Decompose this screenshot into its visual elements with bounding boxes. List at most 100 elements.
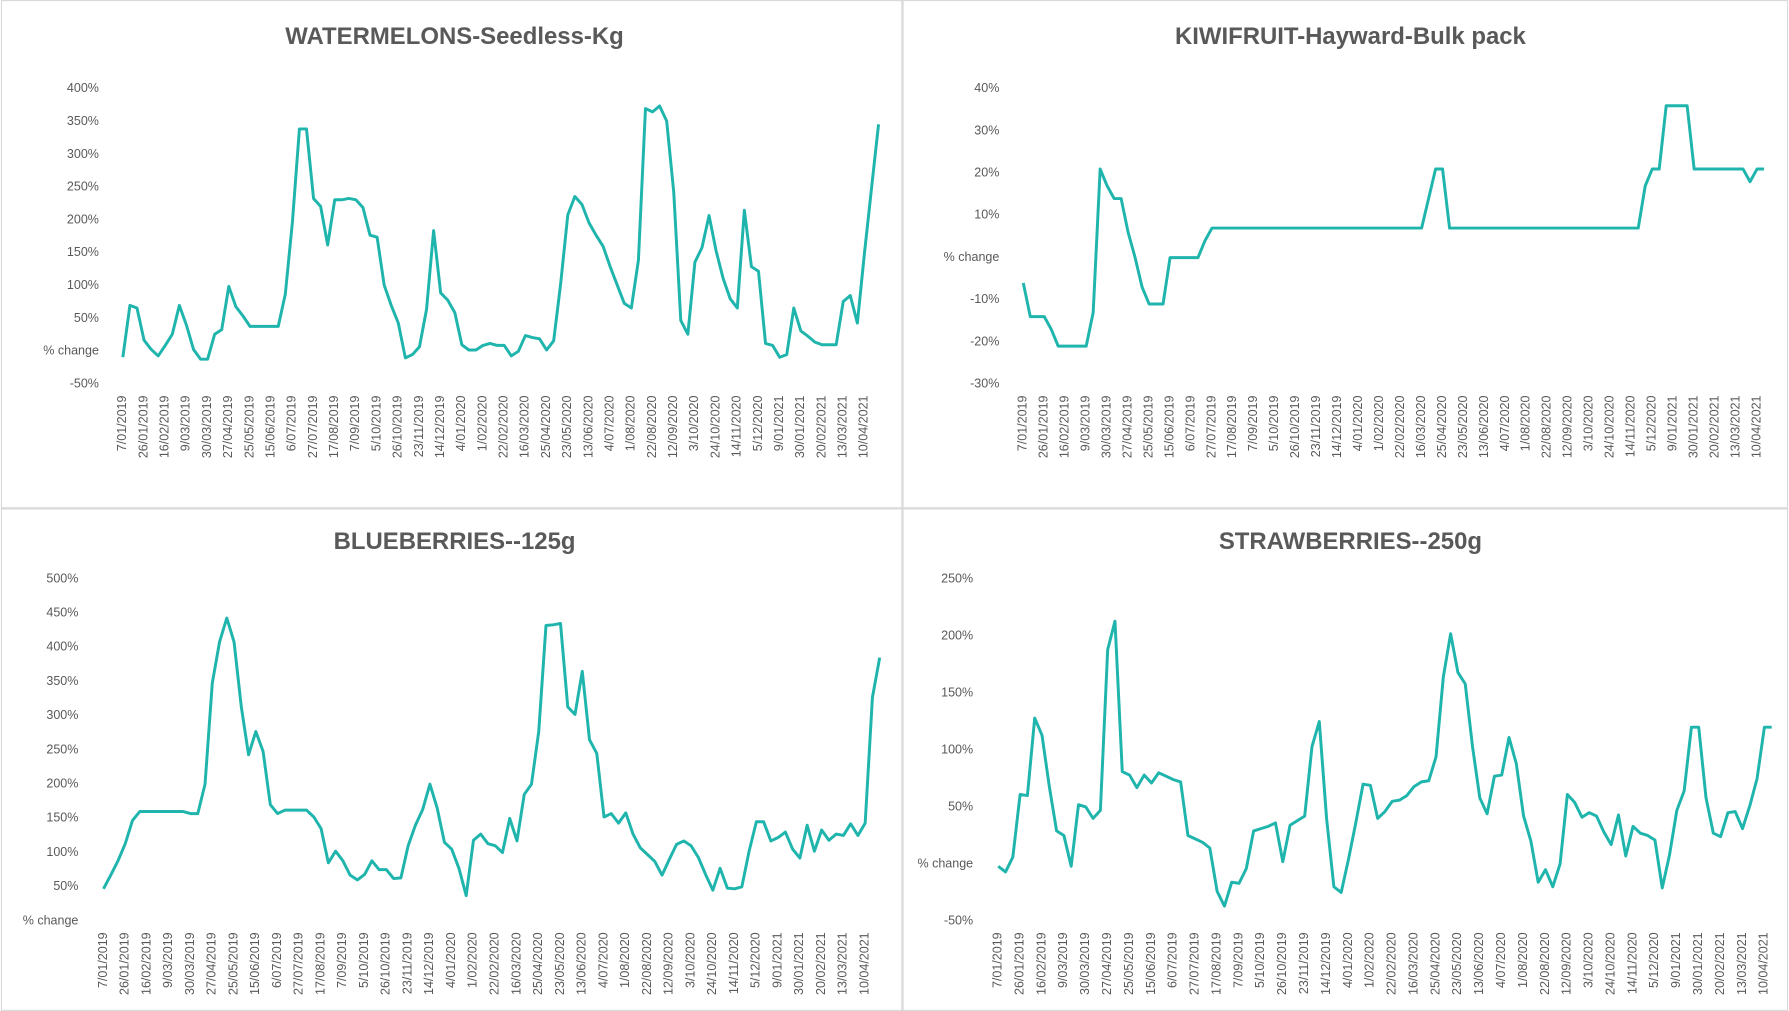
x-tick-label: 5/10/2019	[357, 932, 371, 988]
x-tick-label: 23/05/2020	[1456, 395, 1470, 458]
y-tick-label: -30%	[970, 376, 999, 390]
x-tick-label: 25/05/2019	[1141, 395, 1155, 458]
x-tick-label: 20/02/2021	[814, 932, 828, 995]
y-tick-label: % change	[23, 913, 79, 927]
x-tick-label: 9/01/2021	[770, 932, 784, 988]
x-tick-label: 4/07/2020	[1498, 395, 1512, 451]
x-tick-label: 20/02/2021	[814, 395, 828, 458]
x-tick-label: 1/02/2020	[1363, 932, 1377, 988]
y-tick-label: 100%	[941, 742, 973, 756]
x-tick-label: 5/12/2020	[751, 395, 765, 451]
x-tick-label: 6/07/2019	[285, 395, 299, 451]
x-tick-label: 7/09/2019	[1246, 395, 1260, 451]
x-tick-label: 7/01/2019	[96, 932, 110, 988]
x-tick-label: 25/05/2019	[242, 395, 256, 458]
x-tick-label: 26/01/2019	[136, 395, 150, 458]
x-tick-label: 22/08/2020	[1538, 932, 1552, 995]
x-tick-label: 12/09/2020	[1560, 932, 1574, 995]
x-tick-label: 4/01/2020	[1341, 932, 1355, 988]
x-tick-label: 5/12/2020	[1647, 932, 1661, 988]
x-tick-label: 4/07/2020	[1494, 932, 1508, 988]
y-tick-label: -10%	[970, 292, 999, 306]
x-tick-label: 13/03/2021	[1735, 932, 1749, 995]
x-tick-label: 25/04/2020	[531, 932, 545, 995]
x-tick-label: 22/08/2020	[645, 395, 659, 458]
x-tick-label: 22/08/2020	[1540, 395, 1554, 458]
x-tick-label: 22/02/2020	[488, 932, 502, 995]
y-tick-label: 100%	[46, 845, 78, 859]
x-tick-label: 14/11/2020	[1625, 932, 1639, 994]
x-tick-label: 23/11/2019	[1309, 395, 1323, 457]
x-tick-label: 17/08/2019	[327, 395, 341, 458]
chart-title: WATERMELONS-Seedless-Kg	[285, 23, 624, 50]
y-tick-label: 40%	[974, 81, 999, 95]
y-tick-label: 150%	[67, 245, 99, 259]
y-tick-label: 250%	[941, 571, 973, 585]
x-tick-label: 30/01/2021	[792, 932, 806, 995]
x-tick-label: 25/04/2020	[1428, 932, 1442, 995]
x-tick-label: 10/04/2021	[1749, 395, 1763, 458]
x-tick-label: 25/05/2019	[226, 932, 240, 995]
x-tick-label: 30/03/2019	[183, 932, 197, 995]
y-tick-label: % change	[43, 344, 99, 358]
x-tick-label: 6/07/2019	[1166, 932, 1180, 988]
x-tick-label: 14/12/2019	[422, 932, 436, 995]
y-tick-label: 300%	[46, 708, 78, 722]
x-tick-label: 1/08/2020	[624, 395, 638, 451]
x-tick-label: 6/07/2019	[1183, 395, 1197, 451]
x-tick-label: 27/07/2019	[1204, 395, 1218, 458]
x-tick-label: 3/10/2020	[1582, 395, 1596, 451]
x-tick-label: 7/09/2019	[335, 932, 349, 988]
x-tick-label: 30/01/2021	[793, 395, 807, 458]
x-tick-label: 16/02/2019	[158, 395, 172, 458]
x-tick-label: 7/09/2019	[348, 395, 362, 451]
x-tick-label: 4/01/2020	[444, 932, 458, 988]
x-tick-label: 23/11/2019	[400, 932, 414, 994]
x-tick-label: 10/04/2021	[857, 932, 871, 995]
y-tick-label: 300%	[67, 147, 99, 161]
x-tick-label: 25/04/2020	[1435, 395, 1449, 458]
y-tick-label: 50%	[53, 879, 78, 893]
x-tick-label: 17/08/2019	[313, 932, 327, 995]
x-tick-label: 5/12/2020	[1645, 395, 1659, 451]
x-tick-label: 9/01/2021	[1669, 932, 1683, 988]
y-tick-label: -50%	[944, 913, 973, 927]
x-tick-label: 30/03/2019	[200, 395, 214, 458]
y-tick-label: 150%	[46, 811, 78, 825]
x-tick-label: 14/12/2019	[1319, 932, 1333, 995]
x-tick-label: 23/05/2020	[553, 932, 567, 995]
x-tick-label: 3/10/2020	[687, 395, 701, 451]
y-tick-label: -50%	[70, 376, 99, 390]
chart-title: KIWIFRUIT-Hayward-Bulk pack	[1175, 23, 1527, 50]
x-tick-label: 13/03/2021	[836, 395, 850, 458]
x-tick-label: 22/02/2020	[1393, 395, 1407, 458]
x-tick-label: 16/03/2020	[518, 395, 532, 458]
x-tick-label: 5/10/2019	[1267, 395, 1281, 451]
x-tick-label: 27/04/2019	[205, 932, 219, 995]
x-tick-label: 30/03/2019	[1099, 395, 1113, 458]
y-tick-label: 150%	[941, 685, 973, 699]
x-tick-label: 13/03/2021	[836, 932, 850, 995]
x-tick-label: 16/02/2019	[1034, 932, 1048, 995]
y-tick-label: 250%	[67, 180, 99, 194]
data-line	[121, 104, 881, 361]
x-tick-label: 22/02/2020	[497, 395, 511, 458]
y-tick-label: 450%	[46, 606, 78, 620]
x-tick-label: 5/10/2019	[369, 395, 383, 451]
x-tick-label: 1/08/2020	[1516, 932, 1530, 988]
x-tick-label: 22/02/2020	[1385, 932, 1399, 995]
x-tick-label: 24/10/2020	[1603, 932, 1617, 995]
x-tick-label: 24/10/2020	[1603, 395, 1617, 458]
x-tick-label: 26/10/2019	[1288, 395, 1302, 458]
x-tick-label: 1/02/2020	[466, 932, 480, 988]
x-tick-label: 22/08/2020	[640, 932, 654, 995]
x-tick-label: 27/07/2019	[1188, 932, 1202, 995]
y-tick-label: 200%	[67, 212, 99, 226]
x-tick-label: 13/06/2020	[1472, 932, 1486, 995]
x-tick-label: 5/12/2020	[749, 932, 763, 988]
x-tick-label: 3/10/2020	[683, 932, 697, 988]
x-tick-label: 24/10/2020	[705, 932, 719, 995]
x-tick-label: 16/03/2020	[509, 932, 523, 995]
